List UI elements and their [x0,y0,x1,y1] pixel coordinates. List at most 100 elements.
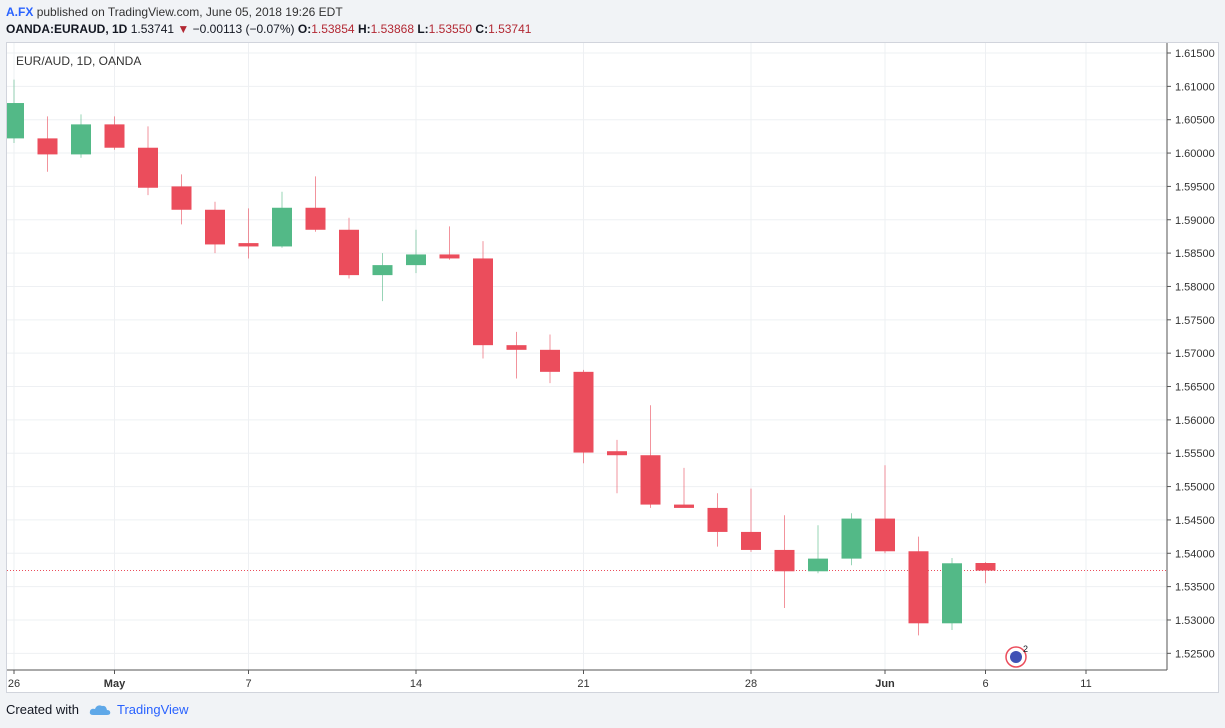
open-value: 1.53854 [311,22,355,36]
y-tick-label: 1.53000 [1175,615,1215,627]
symbol-quote-line: OANDA:EURAUD, 1D 1.53741 ▼ −0.00113 (−0.… [6,22,531,36]
author-link[interactable]: A.FX [6,5,34,19]
symbol-label: OANDA:EURAUD, 1D [6,22,128,36]
y-tick-label: 1.61500 [1175,48,1215,60]
events-ring[interactable] [1005,646,1027,668]
y-tick-label: 1.55500 [1175,448,1215,460]
candle[interactable] [841,513,862,566]
candle[interactable] [640,405,661,508]
candle-body [774,549,795,572]
candle[interactable] [808,525,828,574]
candle[interactable] [238,208,259,259]
y-tick-label: 1.54500 [1175,515,1215,527]
publish-info: A.FX published on TradingView.com, June … [6,5,343,19]
candle[interactable] [71,114,91,158]
candle-body [607,451,627,456]
candle-body [540,349,560,372]
chart-area[interactable]: 1.61500 1.61000 1.60500 1.60000 1.59500 1.590… [6,42,1219,693]
high-value: 1.53868 [370,22,414,36]
candle-body [339,229,359,276]
candle-body [138,147,158,188]
candle-body [674,504,694,508]
candle[interactable] [339,217,359,279]
flag-icon[interactable] [1010,651,1022,663]
candle-body [573,371,594,453]
candle[interactable] [607,439,627,494]
candle[interactable] [473,241,493,359]
chart-header: A.FX published on TradingView.com, June … [0,0,1225,42]
candle-body [506,345,527,350]
y-tick-label: 1.56000 [1175,415,1215,427]
y-tick-label: 1.59500 [1175,181,1215,193]
last-price: 1.53741 [130,22,175,36]
candle[interactable] [406,229,426,274]
candle-body [7,103,24,139]
x-tick-label: 28 [745,678,757,690]
candle-body [272,207,292,247]
events-badge[interactable]: 2 [1005,644,1028,668]
candle[interactable] [875,465,895,554]
candle[interactable] [540,334,560,384]
candle-body [37,138,58,155]
candle[interactable] [205,201,225,254]
close-label: C: [475,22,489,36]
x-tick-label: 11 [1080,678,1091,690]
candle-body [238,243,259,247]
candle[interactable] [707,493,728,547]
candle[interactable] [942,557,962,630]
candle-body [406,254,426,266]
candle[interactable] [506,331,527,379]
candle-body [372,265,393,276]
high-label: H: [357,22,371,36]
y-tick-label: 1.61000 [1175,81,1215,93]
y-tick-label: 1.58500 [1175,248,1215,260]
y-tick-label: 1.55000 [1175,482,1215,494]
x-tick-label: 26 [8,678,20,690]
candle[interactable] [171,174,192,225]
x-tick-label: Jun [875,678,895,690]
y-tick-label: 1.59000 [1175,215,1215,227]
y-tick-label: 1.53500 [1175,582,1215,594]
candle[interactable] [439,226,460,260]
candle[interactable] [741,488,761,552]
candlestick-chart[interactable]: 1.61500 1.61000 1.60500 1.60000 1.59500 1.590… [7,43,1218,692]
candle-body [875,518,895,552]
candle-body [640,455,661,505]
candle-body [975,563,996,571]
grid-lines [7,43,1167,670]
y-tick-label: 1.54000 [1175,548,1215,560]
y-tick-label: 1.57000 [1175,348,1215,360]
candle-body [305,207,326,230]
footer: Created with TradingView [6,702,189,717]
candle[interactable] [674,467,694,508]
low-value: 1.53550 [428,22,473,36]
candle[interactable] [104,116,125,150]
x-tick-label: 21 [577,678,589,690]
candle-body [104,124,125,148]
candle-body [908,551,929,624]
y-tick-label: 1.60000 [1175,148,1215,160]
down-arrow-icon: ▼ [177,22,190,36]
candle[interactable] [372,253,393,302]
candle-body [439,254,460,259]
candle[interactable] [305,176,326,232]
tradingview-link[interactable]: TradingView [116,702,189,717]
candle[interactable] [573,369,594,464]
x-tick-label: 14 [410,678,422,690]
y-tick-label: 1.58000 [1175,281,1215,293]
candle-body [808,558,828,572]
candle[interactable] [908,536,929,636]
candle[interactable] [272,191,292,248]
low-label: L: [417,22,429,36]
chart-legend-title: EUR/AUD, 1D, OANDA [16,54,141,68]
candle[interactable] [138,126,158,196]
close-value: 1.53741 [488,22,532,36]
candle[interactable] [37,116,58,172]
tradingview-cloud-icon [89,704,111,716]
candle[interactable] [7,79,24,144]
y-tick-label: 1.52500 [1175,648,1215,660]
candle[interactable] [774,515,795,608]
candle[interactable] [975,562,996,584]
x-tick-label: May [104,678,126,690]
candle-body [741,531,761,550]
